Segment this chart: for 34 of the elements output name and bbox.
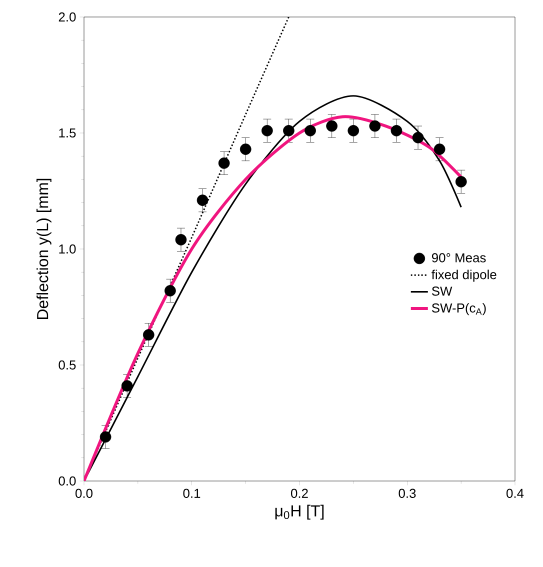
x-tick-label: 0.1 (183, 488, 200, 498)
point (175, 234, 187, 246)
point (369, 120, 381, 132)
point (142, 329, 154, 341)
y-tick-label: 1.5 (59, 128, 76, 138)
point (283, 125, 294, 136)
point (304, 125, 316, 136)
point (434, 144, 446, 155)
legend-label: fixed dipole (432, 270, 496, 282)
point (164, 285, 176, 296)
x-tick-label: 0.4 (506, 488, 524, 498)
y-axis-title: Deflection y(L) [mm] (36, 178, 52, 319)
legend-label: 90° Meas (432, 253, 486, 262)
point (121, 380, 133, 392)
point (218, 157, 230, 169)
point (326, 120, 338, 132)
point (240, 144, 252, 155)
y-tick-label: 2.0 (58, 12, 76, 22)
point (390, 125, 402, 136)
x-tick-label: 0.0 (76, 488, 93, 498)
x-axis-title: μ$_{0}$H [T] (275, 504, 324, 520)
point (348, 125, 360, 136)
point (100, 431, 112, 443)
legend-label: SW-P(c$_{A}$) (432, 303, 486, 316)
point (412, 132, 424, 144)
x-tick-label: 0.3 (398, 488, 416, 498)
y-tick-label: 1.0 (59, 244, 76, 254)
y-tick-label: 0.5 (58, 360, 76, 370)
y-tick-label: 0.0 (58, 476, 76, 486)
point (455, 176, 467, 188)
point (261, 125, 273, 136)
point (196, 194, 208, 206)
legend-label: SW (432, 286, 452, 296)
x-tick-label: 0.2 (291, 488, 308, 498)
